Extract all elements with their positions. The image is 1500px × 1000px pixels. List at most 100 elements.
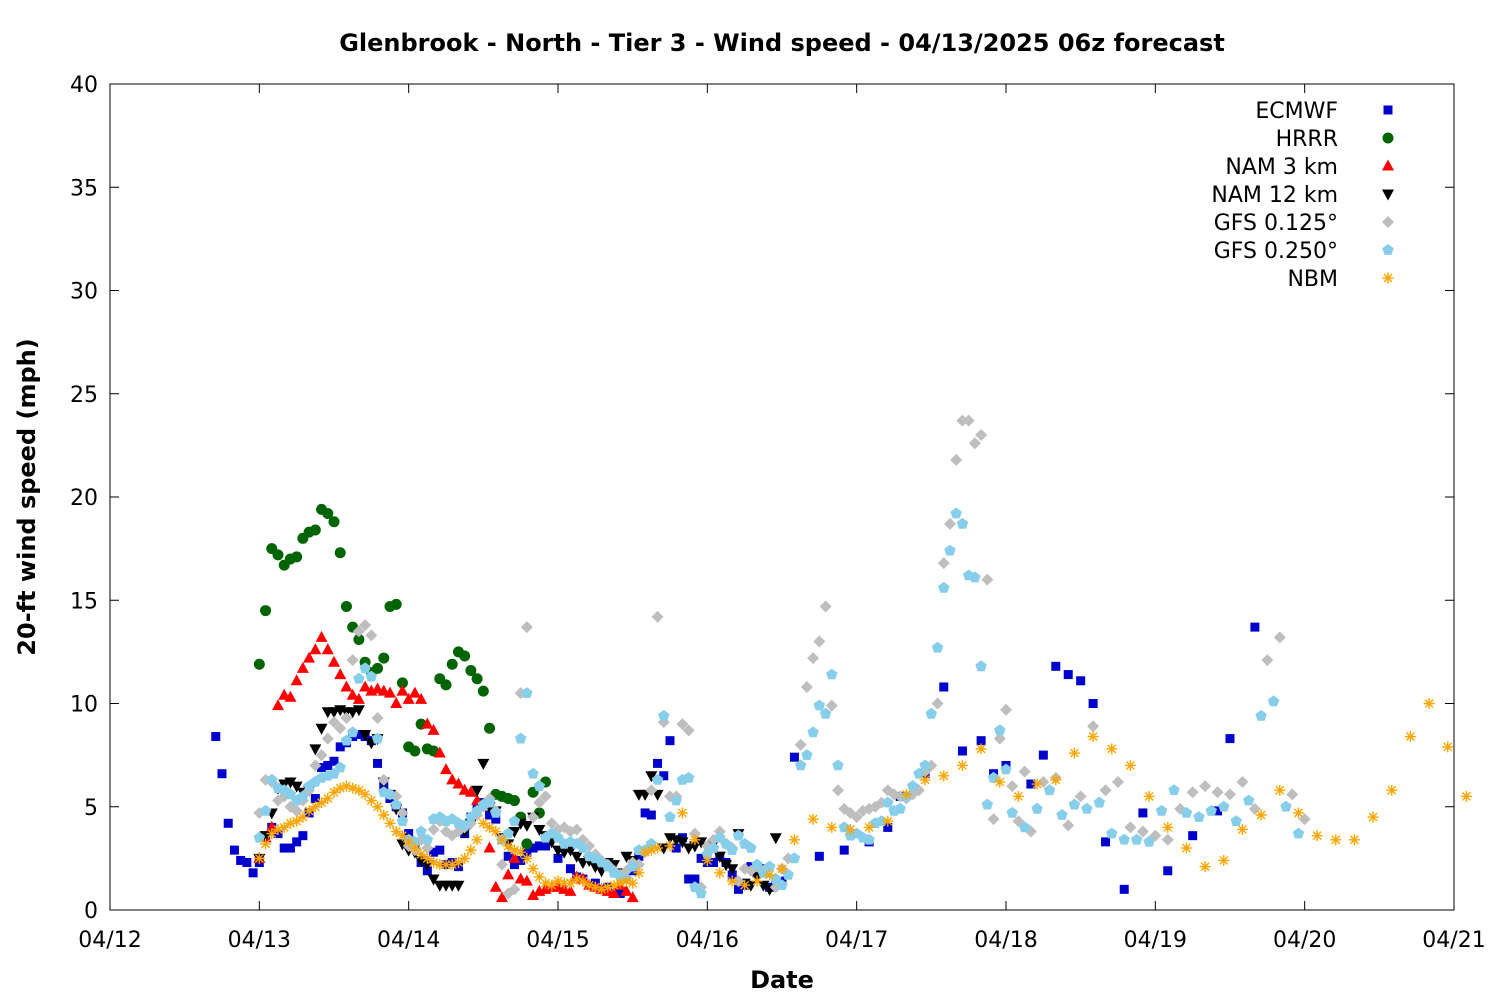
data-point xyxy=(415,825,427,837)
data-point xyxy=(516,855,526,865)
data-point xyxy=(533,871,545,883)
data-point xyxy=(1000,763,1012,775)
data-point xyxy=(427,723,440,735)
legend-label: HRRR xyxy=(1276,127,1338,152)
data-point xyxy=(789,752,799,762)
data-point xyxy=(296,661,309,673)
data-point xyxy=(1138,808,1148,818)
data-point xyxy=(944,517,956,530)
data-point xyxy=(633,867,645,879)
data-point xyxy=(938,770,950,782)
data-point xyxy=(396,684,409,696)
data-point xyxy=(539,790,552,803)
data-point xyxy=(957,746,967,756)
data-point xyxy=(340,734,353,746)
data-point xyxy=(807,813,819,825)
data-point xyxy=(1006,806,1018,818)
data-point xyxy=(720,860,732,872)
data-point xyxy=(465,664,477,676)
data-point xyxy=(1225,734,1235,744)
data-point xyxy=(541,841,551,851)
data-point xyxy=(1193,811,1205,822)
data-point xyxy=(359,729,372,741)
data-point xyxy=(900,788,912,800)
data-point xyxy=(614,877,626,889)
data-point xyxy=(564,884,577,896)
data-point xyxy=(707,842,720,853)
data-point xyxy=(1081,802,1093,814)
data-point xyxy=(390,697,403,708)
data-point xyxy=(620,884,633,896)
data-point xyxy=(409,745,421,757)
data-point xyxy=(390,598,402,610)
data-point xyxy=(353,784,365,796)
data-point xyxy=(248,868,258,878)
data-point xyxy=(365,795,377,807)
data-point xyxy=(328,655,340,667)
data-point xyxy=(975,660,987,672)
data-point xyxy=(634,851,644,861)
data-point xyxy=(440,763,452,775)
x-tick-label: 04/13 xyxy=(228,928,291,953)
data-point xyxy=(533,796,546,809)
x-tick-label: 04/21 xyxy=(1422,928,1485,953)
data-point xyxy=(534,841,544,851)
data-point xyxy=(428,857,440,869)
data-point xyxy=(1062,819,1075,832)
data-point xyxy=(421,833,433,845)
data-point xyxy=(1056,809,1068,820)
data-point xyxy=(1168,784,1180,796)
data-point xyxy=(496,834,508,846)
data-point xyxy=(770,873,782,884)
data-point xyxy=(484,821,496,833)
data-point xyxy=(290,674,303,686)
data-point xyxy=(340,780,352,792)
data-point xyxy=(1348,834,1360,846)
x-tick-label: 04/19 xyxy=(1124,928,1187,953)
data-point xyxy=(794,738,807,751)
data-point xyxy=(839,845,849,855)
data-point xyxy=(1199,780,1212,793)
data-point xyxy=(440,859,452,871)
data-point xyxy=(1018,765,1031,778)
data-point xyxy=(645,837,657,849)
series-gfs-0-125 xyxy=(253,414,1311,900)
data-point xyxy=(570,823,583,836)
data-point xyxy=(1186,786,1199,799)
data-point xyxy=(520,820,533,832)
data-point xyxy=(1199,861,1211,873)
y-tick-label: 15 xyxy=(70,589,98,614)
data-point xyxy=(415,692,428,704)
data-point xyxy=(335,742,345,752)
y-tick-label: 10 xyxy=(70,693,98,718)
data-point xyxy=(1180,842,1192,854)
data-point xyxy=(459,852,471,864)
data-point xyxy=(452,777,465,789)
data-point xyxy=(676,807,688,819)
data-point xyxy=(919,774,931,786)
data-point xyxy=(471,785,484,797)
data-point xyxy=(993,732,1006,745)
data-point xyxy=(577,842,589,853)
data-point xyxy=(508,815,521,827)
data-point xyxy=(1404,731,1416,743)
data-point xyxy=(639,846,651,858)
data-point xyxy=(807,652,820,665)
data-point xyxy=(347,726,359,738)
data-point xyxy=(316,797,328,809)
data-point xyxy=(608,886,620,898)
data-point xyxy=(608,879,620,891)
data-point xyxy=(1063,670,1073,680)
data-point xyxy=(340,680,353,692)
data-point xyxy=(658,709,670,721)
data-point xyxy=(788,852,801,864)
data-point xyxy=(844,823,856,835)
data-point xyxy=(309,524,321,536)
data-point xyxy=(298,831,308,841)
data-point xyxy=(508,883,521,896)
data-point xyxy=(236,855,246,865)
data-point xyxy=(528,843,538,853)
data-point xyxy=(508,827,521,839)
y-tick-label: 20 xyxy=(70,486,98,511)
data-point xyxy=(465,844,477,856)
